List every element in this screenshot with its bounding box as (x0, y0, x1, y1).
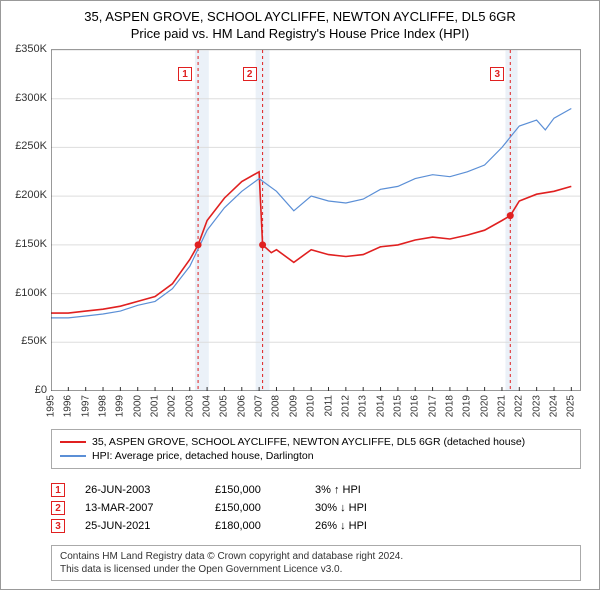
transaction-row: 3 25-JUN-2021 £180,000 26% ↓ HPI (51, 519, 581, 533)
x-tick-label: 2013 (358, 395, 369, 417)
transaction-point (507, 212, 514, 219)
transaction-marker: 3 (51, 519, 65, 533)
transaction-marker: 1 (51, 483, 65, 497)
x-tick-label: 2018 (444, 395, 455, 417)
event-marker-1: 1 (178, 67, 192, 81)
series-hpi (51, 109, 571, 318)
y-tick-label: £150K (15, 238, 47, 250)
event-marker-2: 2 (243, 67, 257, 81)
x-tick-label: 2009 (288, 395, 299, 417)
transaction-price: £150,000 (215, 502, 295, 514)
x-tick-label: 2000 (132, 395, 143, 417)
transaction-point (195, 241, 202, 248)
transaction-date: 13-MAR-2007 (85, 502, 195, 514)
plot-svg (51, 50, 580, 391)
legend-item: HPI: Average price, detached house, Darl… (60, 450, 572, 462)
chart-container: 35, ASPEN GROVE, SCHOOL AYCLIFFE, NEWTON… (0, 0, 600, 590)
transaction-price: £150,000 (215, 484, 295, 496)
x-tick-label: 2003 (184, 395, 195, 417)
x-tick-label: 2010 (306, 395, 317, 417)
legend-label: 35, ASPEN GROVE, SCHOOL AYCLIFFE, NEWTON… (92, 436, 525, 448)
x-tick-label: 2024 (548, 395, 559, 417)
x-tick-label: 2002 (167, 395, 178, 417)
recession-band (505, 50, 517, 391)
x-tick-label: 2014 (375, 395, 386, 417)
x-tick-label: 2023 (531, 395, 542, 417)
x-tick-label: 2022 (514, 395, 525, 417)
y-tick-label: £50K (21, 335, 47, 347)
x-tick-label: 2006 (236, 395, 247, 417)
footer-line-1: Contains HM Land Registry data © Crown c… (60, 550, 572, 563)
transaction-row: 2 13-MAR-2007 £150,000 30% ↓ HPI (51, 501, 581, 515)
x-tick-label: 1999 (115, 395, 126, 417)
y-tick-label: £350K (15, 43, 47, 55)
x-tick-label: 2008 (271, 395, 282, 417)
transaction-date: 26-JUN-2003 (85, 484, 195, 496)
transaction-hpi: 30% ↓ HPI (315, 502, 405, 514)
x-tick-label: 1998 (98, 395, 109, 417)
legend-label: HPI: Average price, detached house, Darl… (92, 450, 314, 462)
y-tick-label: £300K (15, 92, 47, 104)
x-tick-label: 2019 (462, 395, 473, 417)
attribution-footer: Contains HM Land Registry data © Crown c… (51, 545, 581, 581)
legend-item: 35, ASPEN GROVE, SCHOOL AYCLIFFE, NEWTON… (60, 436, 572, 448)
plot-region (51, 49, 581, 391)
transaction-row: 1 26-JUN-2003 £150,000 3% ↑ HPI (51, 483, 581, 497)
x-tick-label: 2011 (323, 395, 334, 417)
legend-swatch (60, 441, 86, 443)
x-tick-label: 2005 (219, 395, 230, 417)
title-block: 35, ASPEN GROVE, SCHOOL AYCLIFFE, NEWTON… (1, 1, 599, 45)
x-tick-label: 2016 (410, 395, 421, 417)
x-tick-label: 2025 (566, 395, 577, 417)
x-axis-labels: 1995199619971998199920002001200220032004… (51, 391, 581, 421)
series-property (51, 172, 571, 313)
legend: 35, ASPEN GROVE, SCHOOL AYCLIFFE, NEWTON… (51, 429, 581, 469)
y-axis-labels: £0£50K£100K£150K£200K£250K£300K£350K (9, 49, 51, 391)
title-address: 35, ASPEN GROVE, SCHOOL AYCLIFFE, NEWTON… (11, 9, 589, 24)
x-tick-label: 2015 (392, 395, 403, 417)
x-tick-label: 2007 (254, 395, 265, 417)
chart-area: £0£50K£100K£150K£200K£250K£300K£350K 199… (9, 49, 581, 421)
x-tick-label: 1995 (46, 395, 57, 417)
x-tick-label: 2021 (496, 395, 507, 417)
x-tick-label: 2017 (427, 395, 438, 417)
x-tick-label: 2012 (340, 395, 351, 417)
transaction-date: 25-JUN-2021 (85, 520, 195, 532)
legend-swatch (60, 455, 86, 457)
transaction-marker: 2 (51, 501, 65, 515)
transaction-hpi: 26% ↓ HPI (315, 520, 405, 532)
transaction-hpi: 3% ↑ HPI (315, 484, 405, 496)
transaction-table: 1 26-JUN-2003 £150,000 3% ↑ HPI 2 13-MAR-2007… (51, 479, 581, 537)
x-tick-label: 2004 (202, 395, 213, 417)
y-tick-label: £200K (15, 189, 47, 201)
x-tick-label: 1996 (63, 395, 74, 417)
y-tick-label: £250K (15, 140, 47, 152)
y-tick-label: £100K (15, 287, 47, 299)
transaction-point (259, 241, 266, 248)
x-tick-label: 2020 (479, 395, 490, 417)
x-tick-label: 1997 (80, 395, 91, 417)
title-subtitle: Price paid vs. HM Land Registry's House … (11, 26, 589, 41)
transaction-price: £180,000 (215, 520, 295, 532)
x-tick-label: 2001 (150, 395, 161, 417)
event-marker-3: 3 (490, 67, 504, 81)
footer-line-2: This data is licensed under the Open Gov… (60, 563, 572, 576)
